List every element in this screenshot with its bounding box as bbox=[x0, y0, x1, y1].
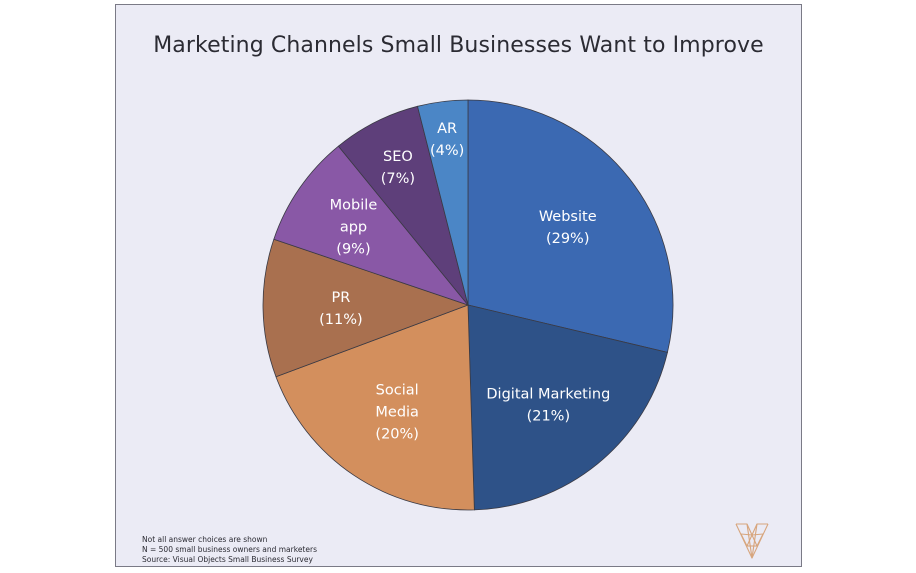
pie-slice bbox=[275, 304, 475, 511]
note-line: N = 500 small business owners and market… bbox=[142, 545, 317, 554]
slice-label: PR (11%) bbox=[319, 290, 363, 328]
note-line: Source: Visual Objects Small Business Su… bbox=[142, 555, 313, 564]
chart-title: Marketing Channels Small Businesses Want… bbox=[153, 33, 764, 58]
visual-objects-logo-icon bbox=[735, 523, 769, 559]
pie-slice bbox=[262, 238, 470, 378]
chart-panel: Marketing Channels Small Businesses Want… bbox=[115, 4, 802, 567]
note-line: Not all answer choices are shown bbox=[142, 535, 268, 544]
pie-chart: Website (29%) Digital Marketing (21%) Social… bbox=[262, 99, 674, 511]
slice-label: Social Media (20%) bbox=[375, 383, 419, 443]
slice-label: AR (4%) bbox=[430, 121, 464, 159]
pie-slice bbox=[467, 304, 668, 511]
pie-slice bbox=[417, 99, 469, 306]
slice-label: SEO (7%) bbox=[381, 149, 415, 187]
pie-slice bbox=[273, 145, 470, 306]
chart-notes: Not all answer choices are shown N = 500… bbox=[142, 535, 317, 565]
slice-label: Digital Marketing (21%) bbox=[486, 386, 610, 424]
slice-label: Mobile app (9%) bbox=[330, 198, 378, 258]
slice-label: Website (29%) bbox=[539, 209, 597, 247]
pie-slice bbox=[467, 99, 674, 353]
